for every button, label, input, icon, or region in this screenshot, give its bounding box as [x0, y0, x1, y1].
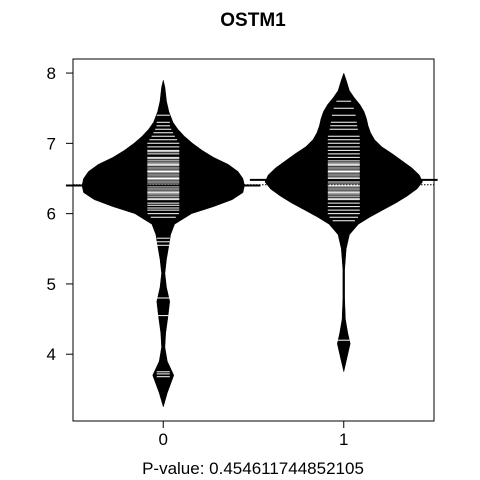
bean-1 — [264, 72, 423, 372]
y-tick-label: 6 — [47, 205, 56, 224]
beans-group — [81, 72, 423, 408]
x-tick-label: 1 — [339, 430, 348, 449]
y-tick-label: 7 — [47, 134, 56, 153]
mean-lines-group — [66, 178, 438, 187]
x-tick-label: 0 — [159, 430, 168, 449]
y-axis: 4 5 6 7 8 — [47, 64, 74, 364]
y-tick-label: 8 — [47, 64, 56, 83]
y-tick-label: 4 — [47, 345, 56, 364]
chart-title: OSTM1 — [220, 10, 286, 31]
plot-frame — [72, 58, 435, 422]
y-tick-label: 5 — [47, 275, 56, 294]
x-axis-label: P-value: 0.454611744852105 — [142, 459, 364, 478]
bean-0 — [81, 80, 245, 408]
